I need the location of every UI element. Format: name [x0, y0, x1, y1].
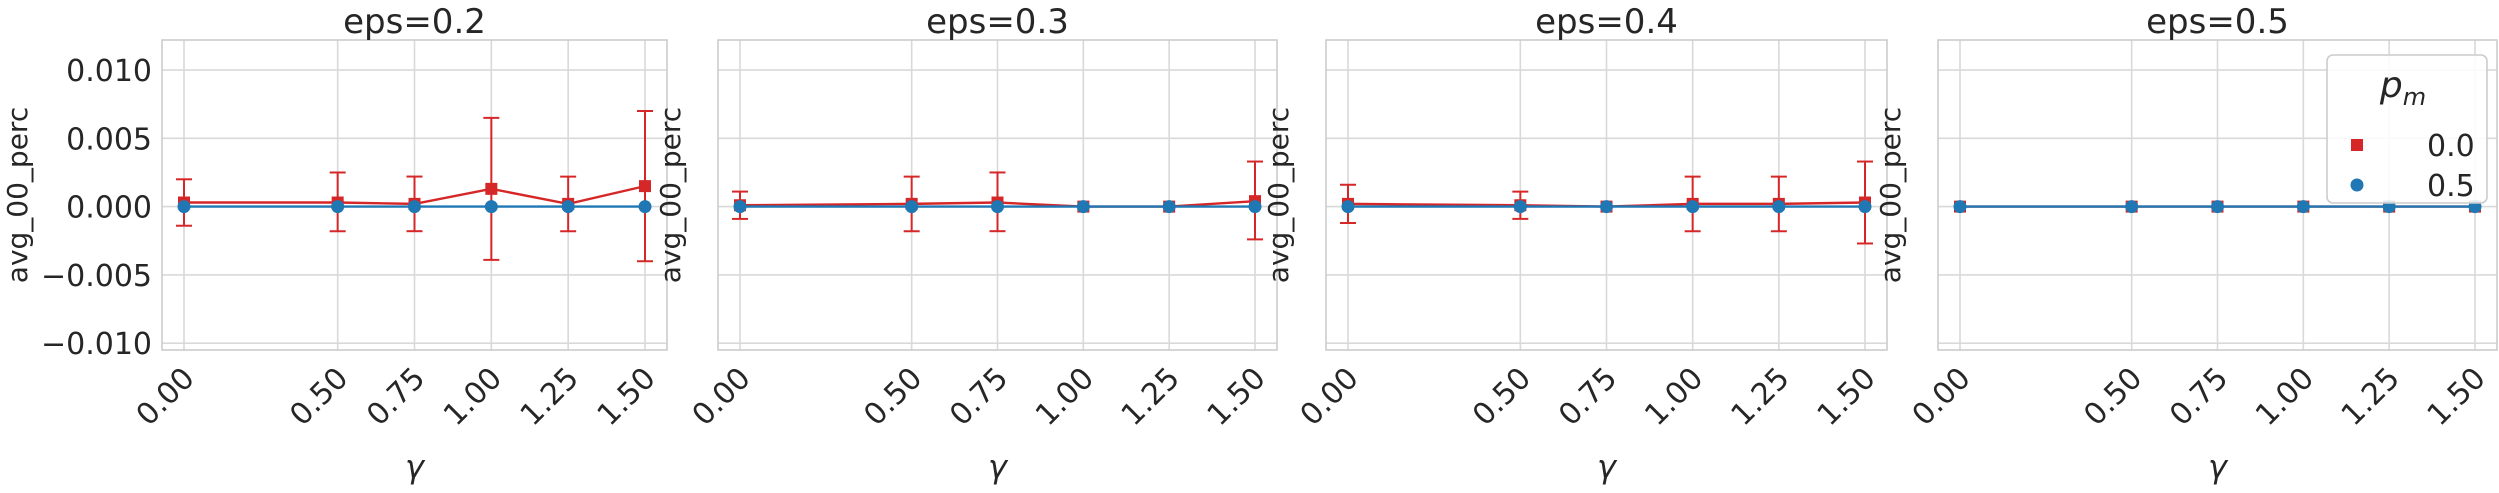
x-tick-label: 0.00 [1294, 361, 1366, 433]
x-tick-label: 1.50 [1811, 361, 1883, 433]
y-axis-label: avg_00_perc [1262, 107, 1295, 283]
legend-marker-square [2351, 139, 2363, 151]
subplot-title: eps=0.2 [343, 2, 486, 42]
y-tick-label: 0.005 [66, 122, 152, 157]
data-point [1953, 200, 1967, 214]
data-point [1341, 200, 1355, 214]
y-axis-label: avg_00_perc [1874, 107, 1907, 283]
series-0-5 [177, 200, 652, 214]
data-point [331, 200, 345, 214]
data-point [561, 200, 575, 214]
x-tick-label: 0.00 [130, 361, 202, 433]
series-0-5 [1341, 200, 1872, 214]
plot-frame [1937, 39, 2498, 351]
x-tick-label: 1.25 [1725, 361, 1797, 433]
x-tick-label: 1.25 [1115, 361, 1187, 433]
data-point [1772, 200, 1786, 214]
y-axis-label: avg_00_perc [1, 107, 34, 283]
data-point [639, 180, 651, 193]
plot-frame [717, 39, 1278, 351]
data-point [177, 200, 191, 214]
x-tick-label: 1.50 [2421, 361, 2493, 433]
series-line [184, 184, 646, 206]
x-tick-label: 0.75 [1552, 361, 1624, 433]
y-tick-label: −0.010 [41, 327, 152, 362]
x-tick-label: 0.50 [2077, 361, 2149, 433]
x-tick-label: 0.75 [360, 361, 432, 433]
x-axis-label: γ [2208, 448, 2229, 486]
data-point [1248, 200, 1262, 214]
data-point [1162, 200, 1176, 214]
x-tick-label: 1.25 [514, 361, 586, 433]
data-point [991, 200, 1004, 214]
legend-title: pm [2379, 65, 2426, 111]
series-line [1347, 201, 1866, 208]
x-tick-label: 1.25 [2335, 361, 2407, 433]
x-tick-label: 1.00 [437, 361, 509, 433]
data-point [1686, 200, 1700, 214]
legend-box [2326, 54, 2488, 204]
x-tick-label: 0.50 [857, 361, 929, 433]
data-point [905, 200, 919, 214]
series-0-5 [733, 200, 1262, 214]
data-point [733, 200, 747, 214]
data-point [1513, 200, 1527, 214]
data-point [484, 200, 498, 214]
subplot-title: eps=0.3 [926, 2, 1069, 42]
x-axis-label: γ [1597, 448, 1618, 486]
data-point [638, 200, 652, 214]
data-point [1858, 200, 1872, 214]
subplot-title: eps=0.4 [1535, 2, 1678, 42]
subplot-title: eps=0.5 [2146, 2, 2289, 42]
legend-entry-label: 0.5 [2427, 169, 2475, 204]
x-tick-label: 0.75 [943, 361, 1015, 433]
x-tick-label: 0.00 [686, 361, 758, 433]
data-point [1076, 200, 1090, 214]
x-axis-label: γ [988, 448, 1009, 486]
x-tick-label: 0.00 [1906, 361, 1978, 433]
legend: pm0.0 0.5 [2326, 54, 2488, 204]
x-tick-label: 1.50 [591, 361, 663, 433]
x-tick-label: 0.50 [283, 361, 355, 433]
plot-frame [161, 39, 668, 351]
legend-entry-label: 0.0 [2427, 129, 2475, 164]
y-tick-label: 0.010 [66, 54, 152, 89]
y-axis-label: avg_00_perc [654, 107, 687, 283]
x-tick-label: 1.00 [1638, 361, 1710, 433]
x-tick-label: 0.75 [2163, 361, 2235, 433]
x-tick-label: 0.50 [1466, 361, 1538, 433]
x-tick-label: 1.00 [2249, 361, 2321, 433]
y-tick-label: −0.005 [41, 259, 152, 294]
plot-frame [1325, 39, 1888, 351]
y-tick-label: 0.000 [66, 191, 152, 226]
x-axis-label: γ [405, 448, 426, 486]
data-point [2125, 200, 2139, 214]
data-point [1600, 200, 1613, 214]
subplot-1: eps=0.2 −0.010 −0.005 0.000 0.005 0.010 avg_00… [1, 2, 668, 486]
subplot-2: eps=0.3 avg_00_perc 0.00 0.50 0.75 1.00 1.25 1.… [654, 2, 1278, 486]
data-point [2211, 200, 2224, 214]
x-tick-label: 1.00 [1029, 361, 1101, 433]
subplot-3: eps=0.4 avg_00_perc 0.00 0.50 0.75 1.00 1.25 1.… [1262, 2, 1888, 486]
data-point [2296, 200, 2310, 214]
data-point [485, 182, 498, 195]
data-point [408, 200, 421, 214]
x-tick-label: 1.50 [1201, 361, 1273, 433]
legend-marker-circle [2350, 178, 2364, 192]
